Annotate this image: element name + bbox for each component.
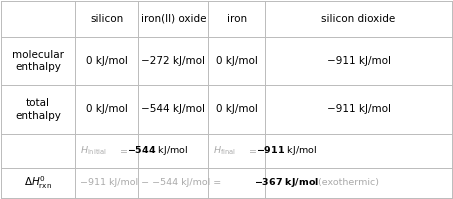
Text: $\Delta H^0_{\rm rxn}$: $\Delta H^0_{\rm rxn}$ — [24, 175, 52, 191]
Text: $= $: $= $ — [247, 146, 258, 155]
Text: −911 kJ/mol: −911 kJ/mol — [327, 104, 390, 114]
Text: −911 kJ/mol: −911 kJ/mol — [327, 56, 390, 66]
Text: total
enthalpy: total enthalpy — [15, 98, 61, 121]
Text: molecular
enthalpy: molecular enthalpy — [12, 50, 64, 72]
Text: iron: iron — [226, 14, 247, 24]
Text: −272 kJ/mol: −272 kJ/mol — [141, 56, 206, 66]
Text: 0 kJ/mol: 0 kJ/mol — [216, 104, 258, 114]
Text: $H_{\rm final}$: $H_{\rm final}$ — [213, 145, 236, 157]
Text: 0 kJ/mol: 0 kJ/mol — [216, 56, 258, 66]
Text: (exothermic): (exothermic) — [314, 179, 379, 187]
Text: iron(II) oxide: iron(II) oxide — [141, 14, 206, 24]
Text: $= $: $= $ — [118, 146, 129, 155]
Text: $\bf{-544}$ kJ/mol: $\bf{-544}$ kJ/mol — [127, 144, 188, 157]
Text: $\bf{\mathbf{-367}\ kJ/mol}$: $\bf{\mathbf{-367}\ kJ/mol}$ — [254, 177, 319, 189]
Text: $\bf{-911}$ kJ/mol: $\bf{-911}$ kJ/mol — [256, 144, 317, 157]
Text: silicon dioxide: silicon dioxide — [322, 14, 396, 24]
Text: 0 kJ/mol: 0 kJ/mol — [86, 104, 128, 114]
Text: $H_{\rm initial}$: $H_{\rm initial}$ — [80, 145, 106, 157]
Text: silicon: silicon — [90, 14, 124, 24]
Text: −544 kJ/mol: −544 kJ/mol — [141, 104, 206, 114]
Text: 0 kJ/mol: 0 kJ/mol — [86, 56, 128, 66]
Text: −911 kJ/mol − −544 kJ/mol =: −911 kJ/mol − −544 kJ/mol = — [80, 179, 224, 187]
